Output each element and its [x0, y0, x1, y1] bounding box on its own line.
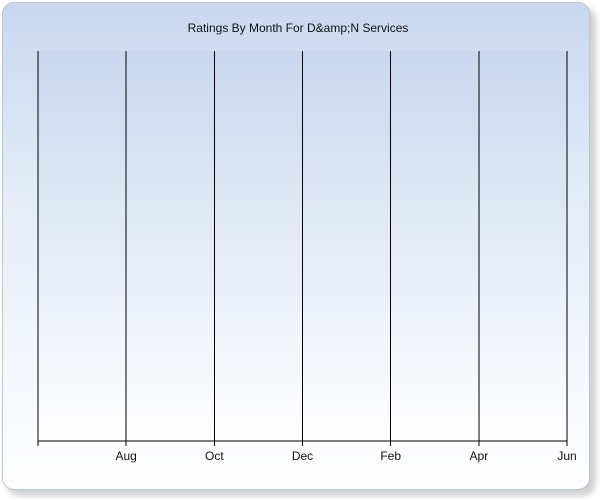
x-tick-label: Jun	[557, 449, 576, 463]
x-tick-label: Feb	[380, 449, 401, 463]
x-tick-label: Apr	[469, 449, 488, 463]
chart-title: Ratings By Month For D&amp;N Services	[187, 21, 409, 35]
x-tick-label: Dec	[292, 449, 313, 463]
x-tick-label: Aug	[115, 449, 136, 463]
x-tick-label: Oct	[205, 449, 224, 463]
